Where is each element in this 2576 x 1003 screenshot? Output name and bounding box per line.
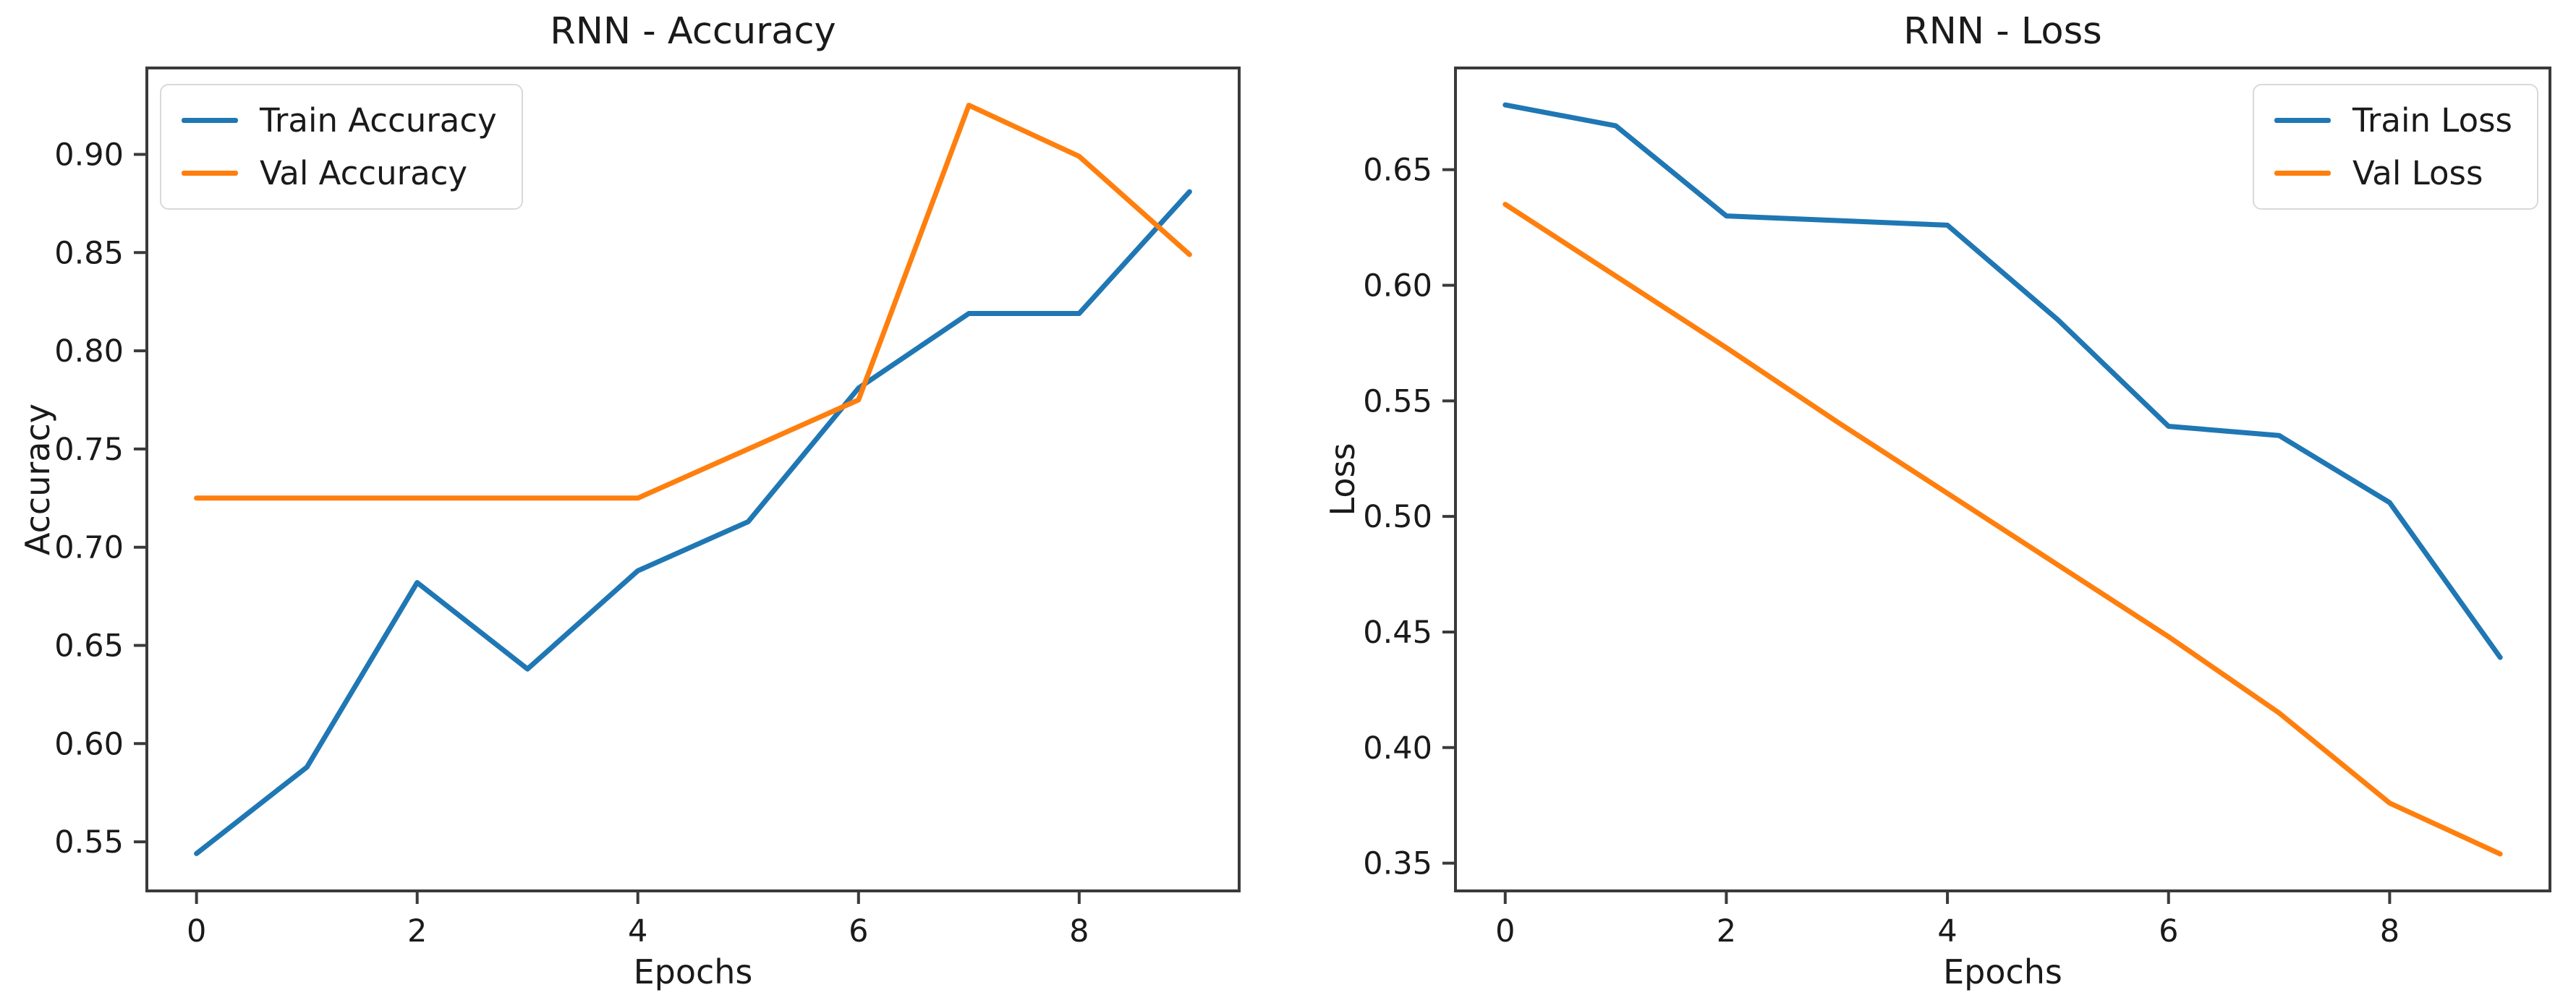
x-tick-label: 4 <box>1937 913 1957 949</box>
train-loss-line <box>1502 102 2503 660</box>
x-tick-label: 2 <box>407 913 427 949</box>
x-tick-label: 0 <box>187 913 206 949</box>
chart-title-loss: RNN - Loss <box>1903 10 2102 53</box>
chart-title-accuracy: RNN - Accuracy <box>550 10 836 53</box>
y-tick-label: 0.35 <box>1363 846 1432 882</box>
legend-item-val-accuracy: Val Accuracy <box>182 154 497 192</box>
y-tick-label: 0.50 <box>1363 499 1432 535</box>
legend-label-val-accuracy: Val Accuracy <box>260 154 468 192</box>
legend-item-train-accuracy: Train Accuracy <box>182 101 497 140</box>
y-tick-label: 0.65 <box>1363 153 1432 189</box>
y-tick-label: 0.90 <box>54 137 124 174</box>
y-axis-label-accuracy: Accuracy <box>18 404 57 556</box>
val-loss-swatch <box>2274 171 2331 176</box>
legend-label-train-loss: Train Loss <box>2352 101 2512 140</box>
x-tick-label: 6 <box>2159 913 2178 949</box>
x-tick-label: 0 <box>1495 913 1515 949</box>
val-accuracy-line <box>194 103 1192 501</box>
val-loss-line <box>1502 202 2503 857</box>
legend-loss: Train Loss Val Loss <box>2253 84 2538 210</box>
legend-item-train-loss: Train Loss <box>2274 101 2512 140</box>
y-axis-label-loss: Loss <box>1323 443 1362 516</box>
train-accuracy-line <box>194 189 1192 856</box>
y-tick-label: 0.70 <box>54 530 124 566</box>
x-tick-label: 4 <box>628 913 647 949</box>
x-axis-label-epochs: Epochs <box>633 952 753 991</box>
y-tick-label: 0.75 <box>54 432 124 468</box>
x-tick-label: 6 <box>849 913 868 949</box>
y-tick-label: 0.80 <box>54 333 124 370</box>
legend-accuracy: Train Accuracy Val Accuracy <box>160 84 523 210</box>
y-tick-label: 0.60 <box>54 726 124 762</box>
x-axis-label-epochs: Epochs <box>1943 952 2062 991</box>
y-tick-label: 0.55 <box>1363 383 1432 419</box>
y-tick-label: 0.85 <box>54 235 124 271</box>
y-tick-label: 0.60 <box>1363 268 1432 304</box>
y-tick-label: 0.40 <box>1363 730 1432 767</box>
val-accuracy-swatch <box>182 171 238 176</box>
legend-item-val-loss: Val Loss <box>2274 154 2512 192</box>
y-tick-label: 0.55 <box>54 824 124 861</box>
y-tick-label: 0.65 <box>54 628 124 665</box>
train-loss-swatch <box>2274 118 2331 123</box>
axes-spines <box>1454 67 2551 892</box>
y-tick-label: 0.45 <box>1363 615 1432 651</box>
x-tick-label: 8 <box>2380 913 2399 949</box>
x-tick-label: 8 <box>1069 913 1089 949</box>
x-tick-label: 2 <box>1717 913 1736 949</box>
legend-label-val-loss: Val Loss <box>2352 154 2483 192</box>
axes-spines <box>145 67 1241 892</box>
train-accuracy-swatch <box>182 118 238 123</box>
legend-label-train-accuracy: Train Accuracy <box>260 101 497 140</box>
